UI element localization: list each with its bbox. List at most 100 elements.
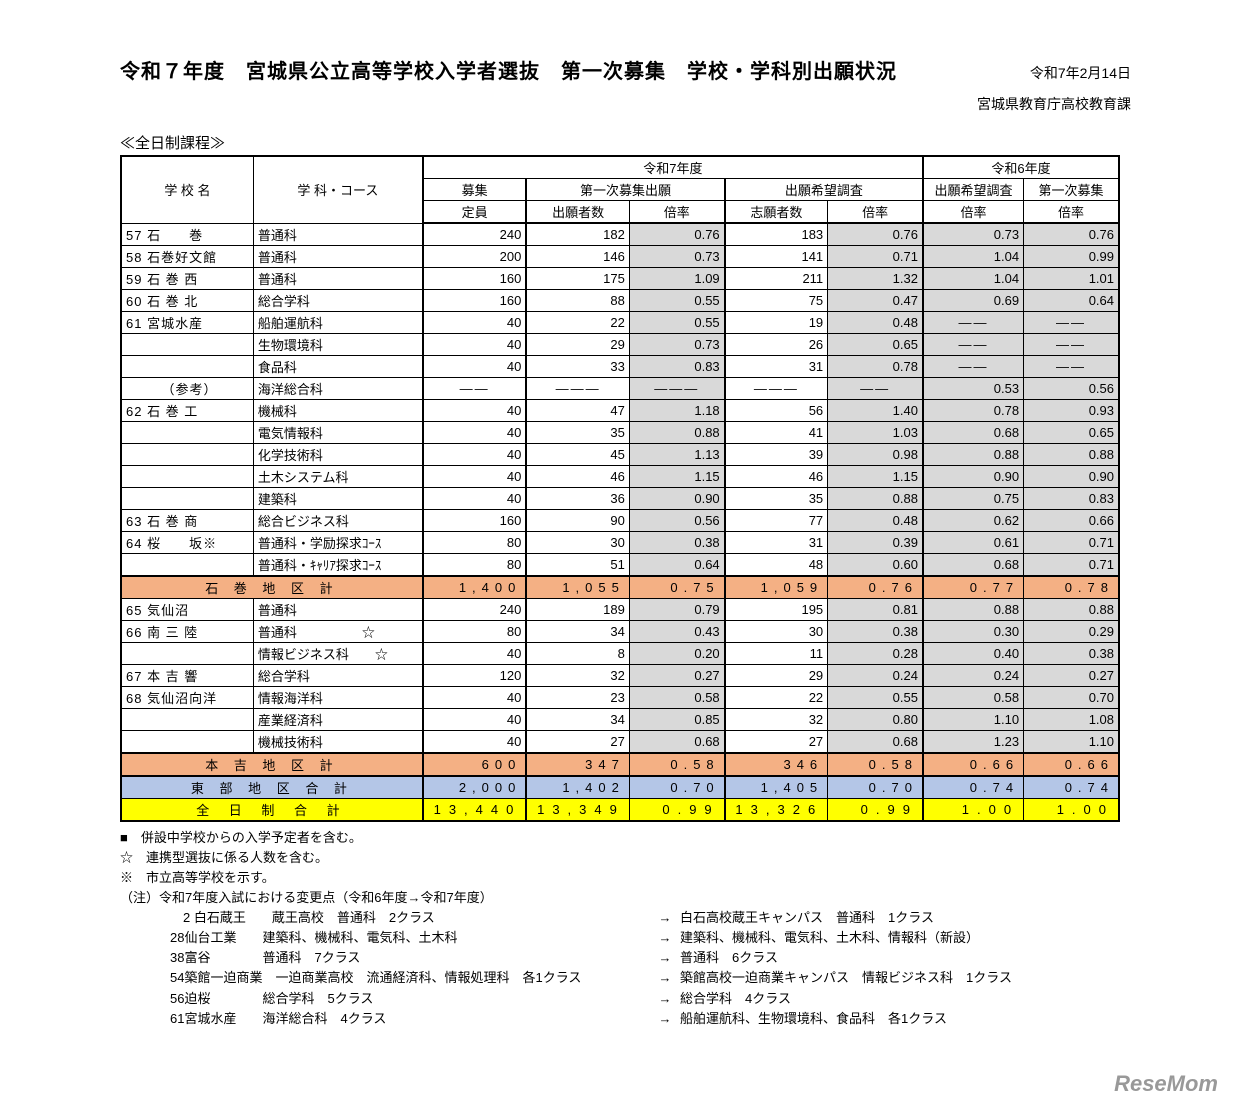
cell-r1: 1.15 xyxy=(629,465,724,487)
cell-school xyxy=(121,421,253,443)
col-rate1: 倍率 xyxy=(629,201,724,224)
cell-r2: 0.28 xyxy=(828,642,923,664)
cell-p1: —— xyxy=(923,311,1024,333)
cell-r2: 0.98 xyxy=(828,443,923,465)
cell-app: 51 xyxy=(526,553,629,576)
total-p1: 0.77 xyxy=(923,576,1024,599)
cell-school: 65 気仙沼 xyxy=(121,598,253,620)
total-app: 1,402 xyxy=(526,776,629,799)
change-left: 2 白石蔵王 蔵王高校 普通科 2クラス xyxy=(120,908,650,928)
cell-p1: 0.58 xyxy=(923,686,1024,708)
total-r2: 0.58 xyxy=(828,753,923,776)
col-survey: 出願希望調査 xyxy=(725,179,923,201)
cell-dept: 食品科 xyxy=(253,355,422,377)
arrow-icon: → xyxy=(650,989,680,1009)
cell-cap: —— xyxy=(423,377,527,399)
cell-dept: 土木システム科 xyxy=(253,465,422,487)
cell-cap: 80 xyxy=(423,553,527,576)
total-app: 1,055 xyxy=(526,576,629,599)
cell-p2: 0.56 xyxy=(1024,377,1119,399)
cell-surv: 48 xyxy=(725,553,828,576)
cell-surv: 77 xyxy=(725,509,828,531)
col-first-app: 第一次募集出願 xyxy=(526,179,724,201)
cell-school: 67 本 吉 響 xyxy=(121,664,253,686)
cell-dept: 普通科・学励探求ｺｰｽ xyxy=(253,531,422,553)
cell-r1: 0.76 xyxy=(629,223,724,245)
total-p2: 0.66 xyxy=(1024,753,1119,776)
cell-school: 59 石 巻 西 xyxy=(121,267,253,289)
cell-dept: 普通科 xyxy=(253,267,422,289)
total-surv: 1,405 xyxy=(725,776,828,799)
cell-p1: 0.69 xyxy=(923,289,1024,311)
cell-r2: 0.38 xyxy=(828,620,923,642)
cell-cap: 40 xyxy=(423,421,527,443)
total-cap: 13,440 xyxy=(423,798,527,821)
cell-r2: 0.88 xyxy=(828,487,923,509)
page-title: 令和７年度 宮城県公立高等学校入学者選抜 第一次募集 学校・学科別出願状況 xyxy=(120,55,897,84)
cell-dept: 化学技術科 xyxy=(253,443,422,465)
cell-surv: ——— xyxy=(725,377,828,399)
cell-app: 22 xyxy=(526,311,629,333)
cell-surv: 41 xyxy=(725,421,828,443)
cell-p2: 0.38 xyxy=(1024,642,1119,664)
arrow-icon: → xyxy=(650,968,680,988)
cell-p1: 0.61 xyxy=(923,531,1024,553)
total-r2: 0.76 xyxy=(828,576,923,599)
cell-r1: 0.83 xyxy=(629,355,724,377)
cell-r2: 0.65 xyxy=(828,333,923,355)
cell-cap: 40 xyxy=(423,355,527,377)
cell-app: 46 xyxy=(526,465,629,487)
total-label: 本 吉 地 区 計 xyxy=(121,753,423,776)
cell-school: 57 石 巻 xyxy=(121,223,253,245)
cell-app: 32 xyxy=(526,664,629,686)
cell-r1: 0.55 xyxy=(629,311,724,333)
cell-dept: 普通科・ｷｬﾘｱ探求ｺｰｽ xyxy=(253,553,422,576)
cell-p1: 0.62 xyxy=(923,509,1024,531)
cell-r2: 0.80 xyxy=(828,708,923,730)
cell-p2: —— xyxy=(1024,355,1119,377)
cell-cap: 240 xyxy=(423,598,527,620)
application-table: 学 校 名 学 科・コース 令和7年度 令和6年度 募集 第一次募集出願 出願希… xyxy=(120,155,1120,822)
total-p2: 1.00 xyxy=(1024,798,1119,821)
total-p1: 1.00 xyxy=(923,798,1024,821)
cell-r2: 0.76 xyxy=(828,223,923,245)
cell-dept: 建築科 xyxy=(253,487,422,509)
total-app: 13,349 xyxy=(526,798,629,821)
cell-p2: 0.88 xyxy=(1024,598,1119,620)
change-left: 56迫桜 総合学科 5クラス xyxy=(120,989,650,1009)
cell-dept: 海洋総合科 xyxy=(253,377,422,399)
cell-surv: 39 xyxy=(725,443,828,465)
cell-school: 63 石 巻 商 xyxy=(121,509,253,531)
change-right: 建築科、機械科、電気科、土木科、情報科（新設） xyxy=(680,928,1131,948)
cell-school xyxy=(121,553,253,576)
col-applicants: 出願者数 xyxy=(526,201,629,224)
col-rate3: 倍率 xyxy=(923,201,1024,224)
cell-app: 36 xyxy=(526,487,629,509)
cell-app: 189 xyxy=(526,598,629,620)
cell-app: 8 xyxy=(526,642,629,664)
cell-cap: 40 xyxy=(423,399,527,421)
cell-r2: 1.03 xyxy=(828,421,923,443)
cell-cap: 160 xyxy=(423,509,527,531)
cell-r1: 0.38 xyxy=(629,531,724,553)
total-p2: 0.78 xyxy=(1024,576,1119,599)
cell-dept: 情報ビジネス科 ☆ xyxy=(253,642,422,664)
cell-app: 175 xyxy=(526,267,629,289)
cell-p1: 0.90 xyxy=(923,465,1024,487)
cell-p2: 0.71 xyxy=(1024,553,1119,576)
change-left: 28仙台工業 建築科、機械科、電気科、土木科 xyxy=(120,928,650,948)
cell-app: 27 xyxy=(526,730,629,753)
col-school: 学 校 名 xyxy=(121,156,253,223)
cell-cap: 40 xyxy=(423,708,527,730)
total-p1: 0.66 xyxy=(923,753,1024,776)
change-right: 築館高校一迫商業キャンパス 情報ビジネス科 1クラス xyxy=(680,968,1131,988)
change-right: 船舶運航科、生物環境科、食品科 各1クラス xyxy=(680,1009,1131,1029)
cell-r2: 0.39 xyxy=(828,531,923,553)
total-r1: 0.75 xyxy=(629,576,724,599)
cell-r2: 1.32 xyxy=(828,267,923,289)
cell-p1: 0.88 xyxy=(923,598,1024,620)
cell-r2: 0.48 xyxy=(828,311,923,333)
cell-r1: 0.64 xyxy=(629,553,724,576)
cell-p2: 0.70 xyxy=(1024,686,1119,708)
cell-p2: 0.76 xyxy=(1024,223,1119,245)
